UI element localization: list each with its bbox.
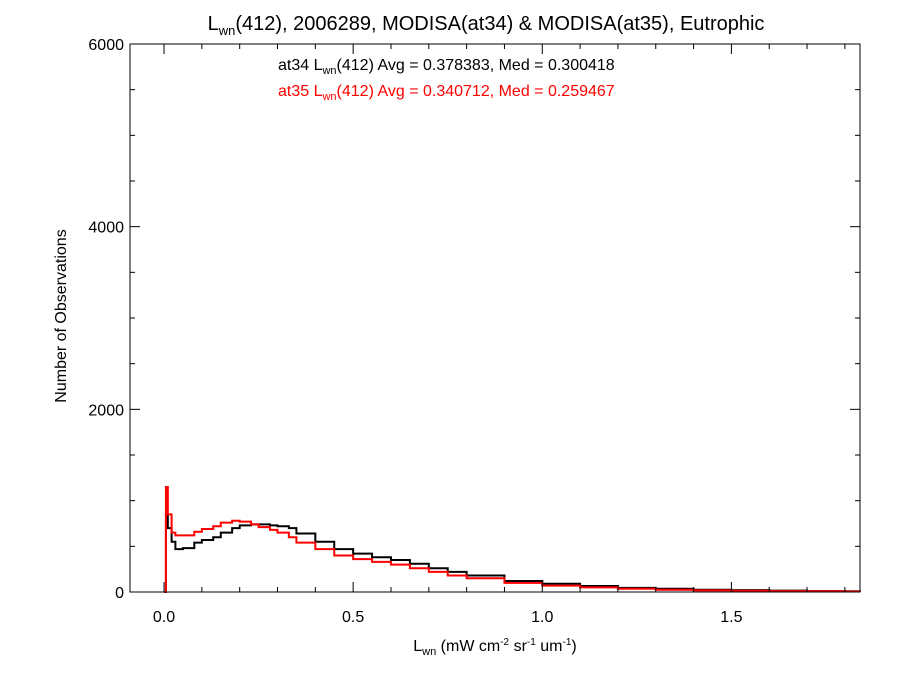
- annotation-at34-suffix: (412) Avg = 0.378383, Med = 0.300418: [337, 57, 615, 74]
- y-axis-label: Number of Observations: [53, 229, 70, 402]
- x-tick-label: 1.5: [720, 609, 742, 626]
- x-axis-label-sup3: -1: [562, 637, 571, 648]
- annotation-at34-subscript: wn: [321, 65, 336, 77]
- x-tick-label: 0.0: [153, 609, 175, 626]
- x-axis-label-part4: ): [571, 638, 576, 655]
- x-tick-label: 1.0: [531, 609, 553, 626]
- series-layer: [164, 485, 861, 593]
- annotation-at34-prefix: at34 L: [278, 57, 323, 74]
- title-subscript: wn: [218, 23, 236, 38]
- x-axis-label-subscript: wn: [421, 646, 436, 658]
- y-tick-label: 2000: [88, 402, 124, 419]
- x-axis-label-base: L: [413, 638, 422, 655]
- y-tick-label: 6000: [88, 37, 124, 54]
- annotation-at35-subscript: wn: [321, 91, 336, 103]
- series-line-0: [164, 513, 861, 593]
- x-axis-label-part3: um: [536, 638, 563, 655]
- x-axis-label: Lwn (mW cm-2 sr-1 um-1): [413, 637, 576, 658]
- x-axis-label-sup2: -1: [527, 637, 536, 648]
- series-line-1: [164, 485, 861, 593]
- x-tick-label: 0.5: [342, 609, 364, 626]
- x-axis-label-sup1: -2: [500, 637, 509, 648]
- y-tick-label: 4000: [88, 220, 124, 237]
- chart-title: Lwn(412), 2006289, MODISA(at34) & MODISA…: [208, 13, 765, 38]
- x-axis-label-part2: sr: [509, 638, 527, 655]
- annotation-at35-suffix: (412) Avg = 0.340712, Med = 0.259467: [337, 83, 615, 100]
- x-axis-label-part1: (mW cm: [436, 638, 500, 655]
- title-rest: (412), 2006289, MODISA(at34) & MODISA(at…: [235, 13, 764, 35]
- title-base: L: [208, 13, 219, 35]
- plot-frame: [129, 43, 861, 593]
- annotation-at35-prefix: at35 L: [278, 83, 323, 100]
- axes-layer: 0.0 0.5 1.0 1.5 0 2000 4000 6000: [88, 37, 861, 626]
- y-tick-label: 0: [115, 585, 124, 602]
- annotation-at35: at35 Lwn(412) Avg = 0.340712, Med = 0.25…: [278, 83, 615, 103]
- annotation-at34: at34 Lwn(412) Avg = 0.378383, Med = 0.30…: [278, 57, 615, 77]
